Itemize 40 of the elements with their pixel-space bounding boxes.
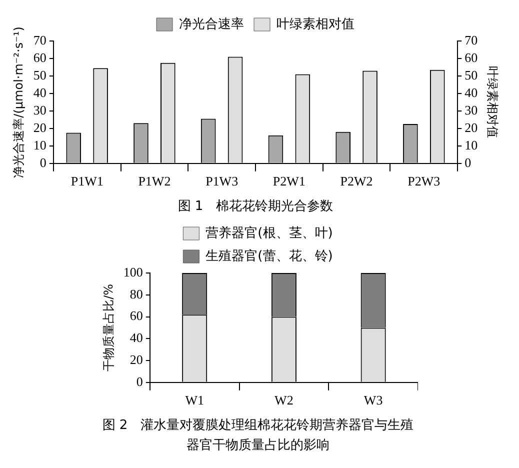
legend-label: 生殖器官(蕾、花、铃) [206, 248, 333, 264]
y2-tick-label: 20 [464, 120, 478, 135]
x-tick-label: P2W2 [340, 174, 373, 189]
y2-tick-label: 50 [464, 67, 478, 82]
y2-axis-title: 叶绿素相对值 [486, 66, 500, 138]
caption: 图 1 棉花花铃期光合参数 [176, 198, 334, 216]
y-tick-label: 30 [33, 102, 46, 118]
y-tick-label: 20 [33, 120, 46, 135]
legend-label: 叶绿素相对值 [276, 16, 354, 32]
x-tick-label: P1W2 [138, 174, 171, 189]
y-tick-label: 50 [33, 67, 46, 82]
legend-label: 营养器官(根、茎、叶) [206, 224, 333, 241]
y-axis-title: 干物质量占比/% [101, 284, 116, 372]
y2-tick-label: 0 [464, 154, 472, 170]
y2-tick-label: 10 [464, 137, 478, 152]
y-tick-label: 40 [130, 330, 143, 346]
x-tick-label: P1W3 [206, 174, 238, 189]
legend-label: 净光合速率 [179, 16, 244, 32]
y-tick-label: 70 [33, 32, 46, 48]
y-tick-label: 60 [33, 50, 46, 65]
x-tick-label: P1W1 [70, 174, 104, 189]
y-tick-label: 60 [130, 308, 143, 324]
y2-tick-label: 70 [464, 32, 478, 48]
x-tick-label: W2 [274, 392, 294, 408]
x-tick-label: W3 [364, 392, 383, 408]
x-tick-label: W1 [185, 392, 204, 408]
y-tick-label: 100 [123, 264, 143, 280]
x-tick-label: P2W1 [272, 174, 306, 189]
y2-tick-label: 40 [464, 84, 478, 100]
y-tick-label: 20 [130, 352, 143, 367]
y2-tick-label: 30 [464, 102, 478, 118]
y-tick-label: 40 [33, 84, 46, 100]
y2-tick-label: 60 [464, 50, 478, 65]
y-tick-label: 80 [130, 286, 143, 302]
caption: 图 2 灌水量对覆膜处理组棉花花铃期营养器官与生殖器官干物质量占比的影响 [101, 417, 415, 455]
y-axis-title: 净光合速率/(μmol·m⁻²·s⁻¹) [11, 26, 26, 178]
x-tick-label: P2W3 [408, 174, 440, 189]
y-tick-label: 10 [33, 137, 46, 152]
y-tick-label: 0 [40, 154, 46, 170]
y-tick-label: 0 [136, 374, 143, 389]
